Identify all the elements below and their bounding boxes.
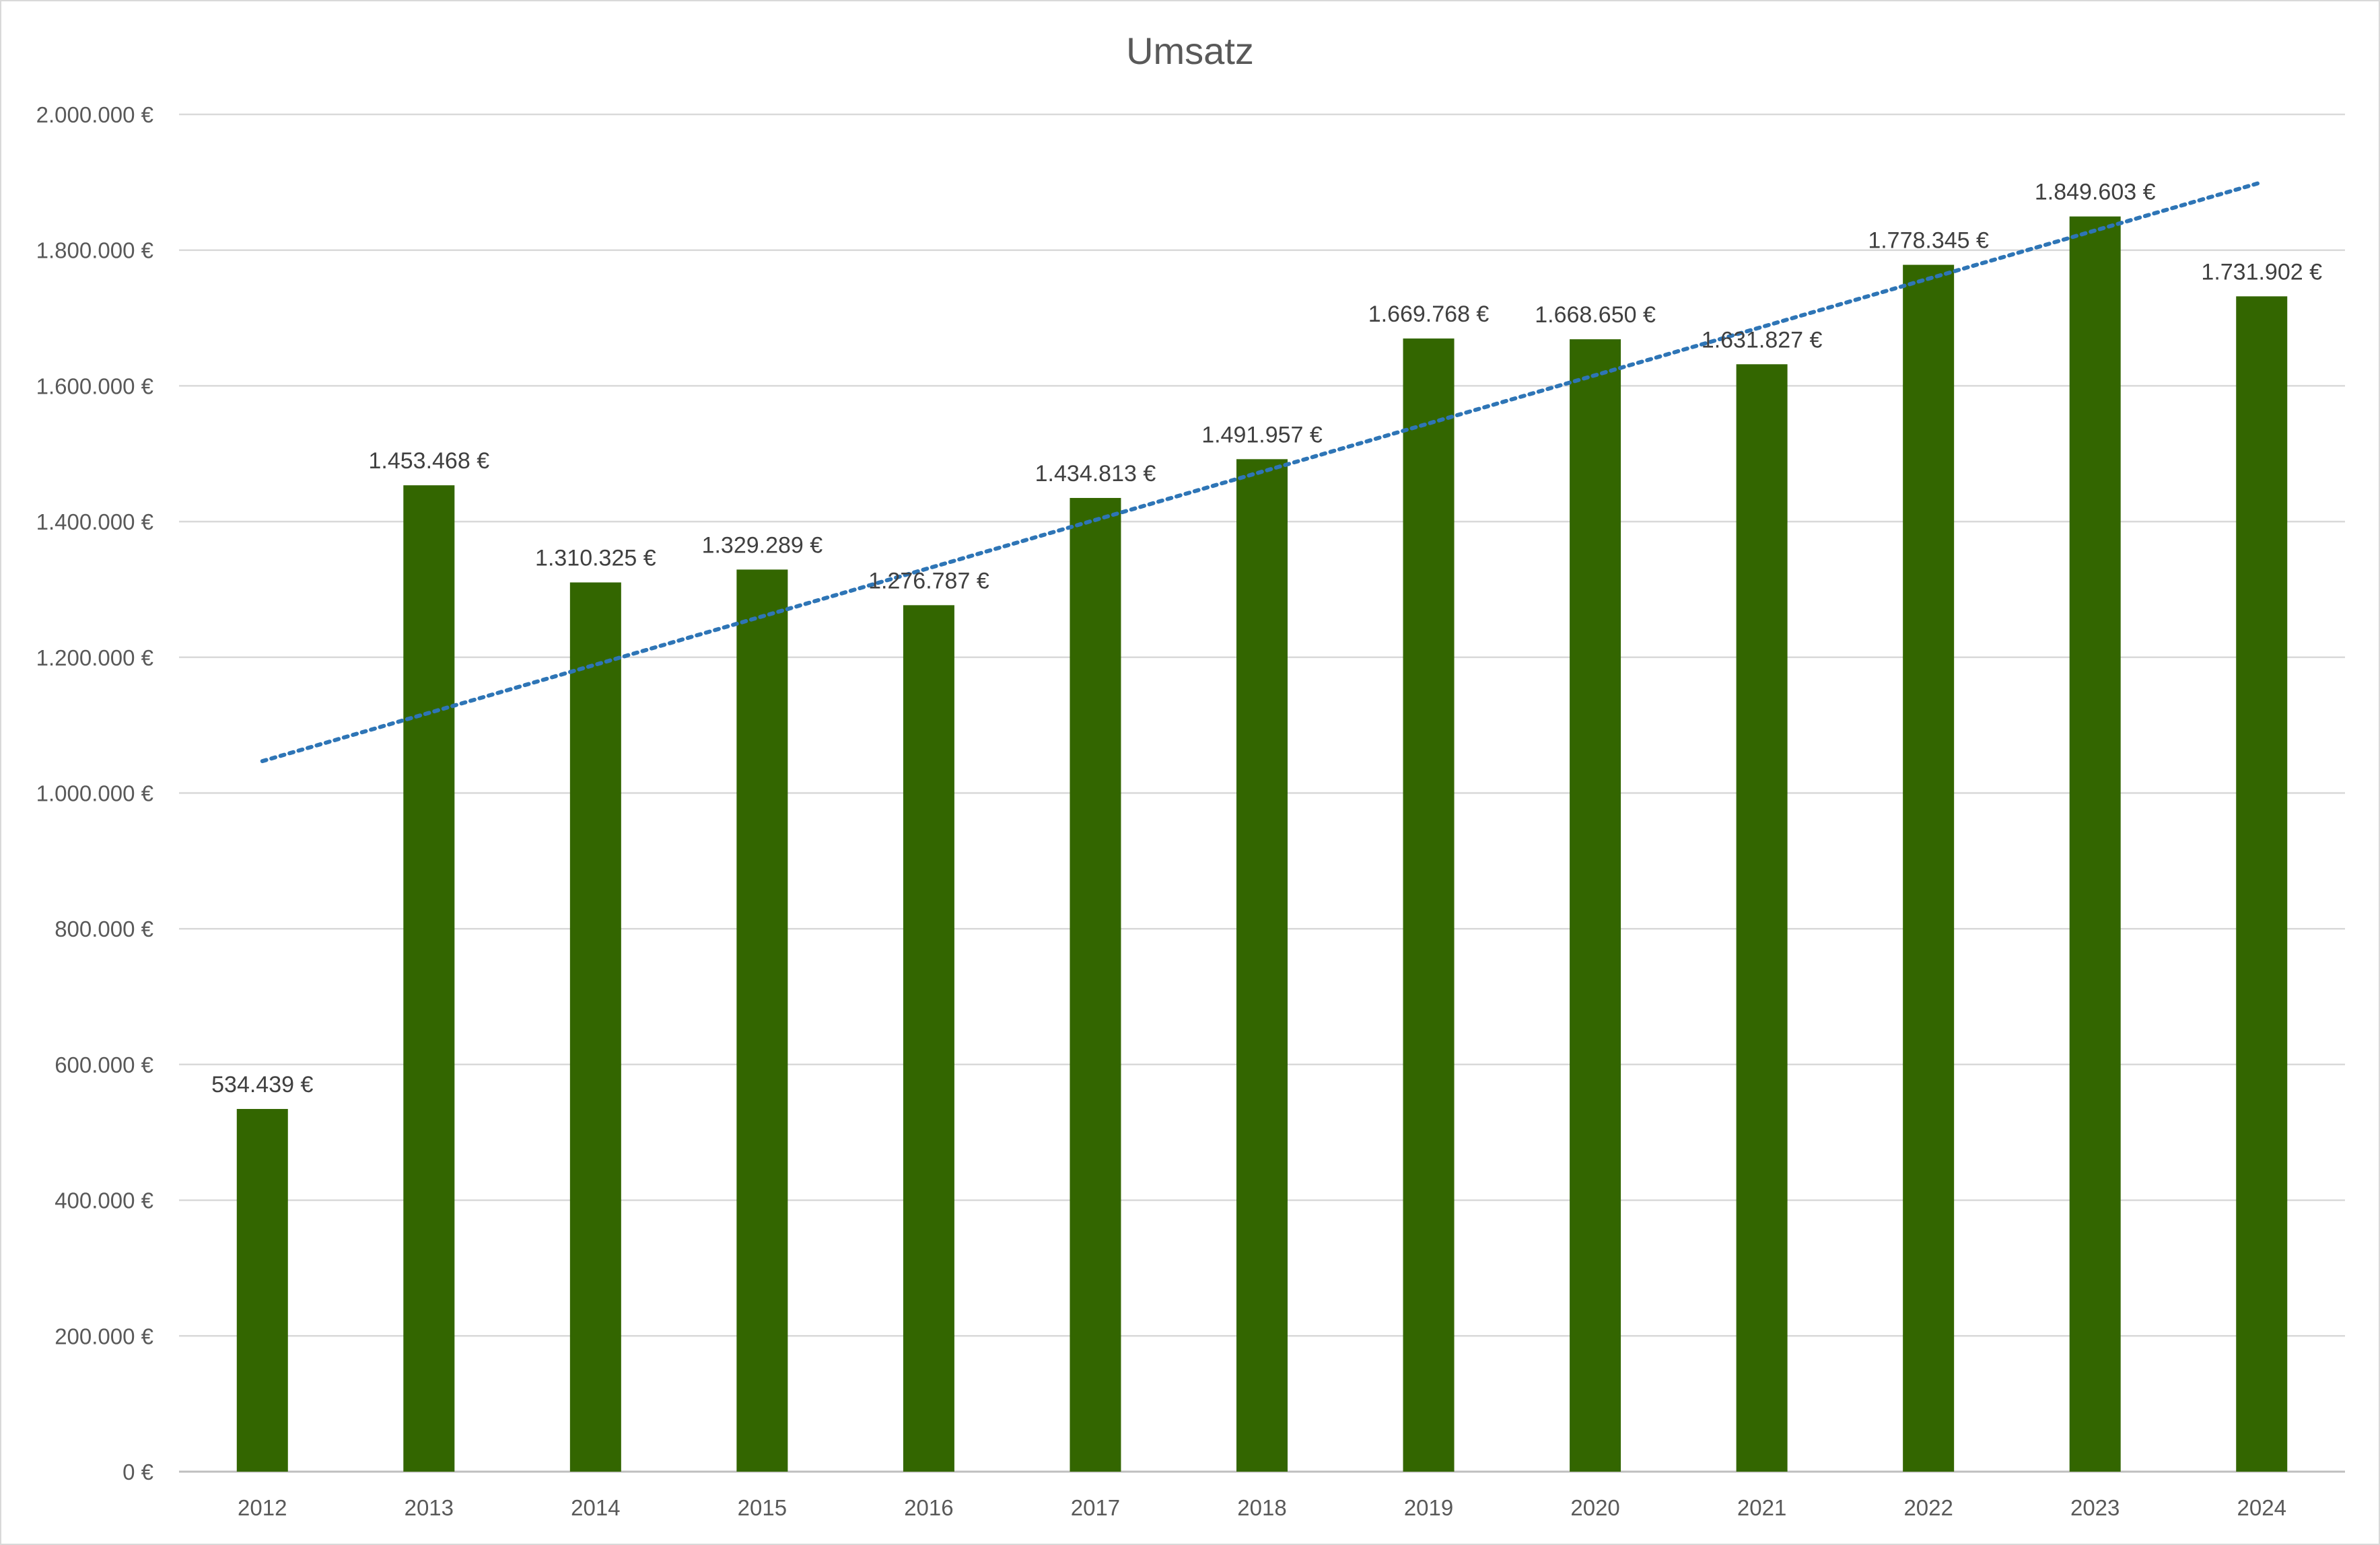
bar-2018 [1236, 459, 1288, 1472]
y-tick-label: 1.800.000 € [36, 238, 153, 263]
y-tick-label: 400.000 € [55, 1188, 153, 1213]
bar-2017 [1070, 497, 1121, 1472]
bar-2019 [1403, 338, 1455, 1472]
x-tick-label: 2015 [738, 1495, 787, 1520]
x-tick-label: 2012 [238, 1495, 287, 1520]
y-tick-label: 800.000 € [55, 917, 153, 941]
y-tick-label: 1.600.000 € [36, 373, 153, 398]
bar-2023 [2069, 216, 2121, 1472]
data-labels: 534.439 € 1.453.468 € 1.310.325 € 1.329.289… [211, 180, 2322, 1098]
bar-2022 [1903, 264, 1955, 1472]
x-tick-label: 2019 [1404, 1495, 1453, 1520]
data-label-2015: 1.329.289 € [702, 532, 823, 558]
data-label-2023: 1.849.603 € [2035, 180, 2156, 205]
data-label-2024: 1.731.902 € [2201, 259, 2322, 285]
bar-2024 [2236, 296, 2288, 1472]
bar-2016 [903, 605, 954, 1472]
x-tick-label: 2017 [1071, 1495, 1120, 1520]
x-tick-label: 2016 [904, 1495, 953, 1520]
data-label-2018: 1.491.957 € [1201, 422, 1323, 447]
data-label-2013: 1.453.468 € [368, 448, 489, 474]
data-label-2021: 1.631.827 € [1702, 327, 1823, 353]
bar-2021 [1736, 364, 1788, 1472]
x-tick-label: 2023 [2070, 1495, 2120, 1520]
gridlines [179, 113, 2345, 1473]
chart-title: Umsatz [1126, 30, 1254, 72]
x-tick-label: 2018 [1237, 1495, 1286, 1520]
x-tick-label: 2024 [2237, 1495, 2286, 1520]
trendline-layer [260, 180, 2264, 764]
y-tick-label: 1.400.000 € [36, 509, 153, 534]
data-label-2017: 1.434.813 € [1035, 461, 1156, 487]
data-label-2016: 1.276.787 € [868, 568, 989, 594]
x-tick-label: 2020 [1570, 1495, 1619, 1520]
bar-2013 [403, 485, 455, 1472]
bar-2015 [736, 569, 788, 1472]
bar-2012 [236, 1109, 288, 1472]
y-tick-label: 600.000 € [55, 1052, 153, 1077]
data-label-2014: 1.310.325 € [535, 546, 656, 571]
bar-2014 [569, 582, 621, 1472]
x-tick-label: 2013 [405, 1495, 454, 1520]
linear-trendline [260, 180, 2264, 764]
x-tick-label: 2014 [571, 1495, 620, 1520]
y-tick-label: 2.000.000 € [36, 102, 153, 127]
y-tick-label: 0 € [123, 1460, 153, 1484]
y-tick-label: 1.200.000 € [36, 645, 153, 670]
x-tick-label: 2022 [1903, 1495, 1953, 1520]
data-label-2022: 1.778.345 € [1868, 228, 1989, 254]
y-tick-label: 200.000 € [55, 1324, 153, 1349]
y-axis-tick-labels: 0 € 200.000 € 400.000 € 600.000 € 800.000 € 1… [36, 102, 153, 1484]
bar-series [236, 216, 2288, 1472]
y-tick-label: 1.000.000 € [36, 781, 153, 806]
x-tick-label: 2021 [1737, 1495, 1786, 1520]
data-label-2020: 1.668.650 € [1535, 302, 1656, 328]
bar-2020 [1570, 339, 1621, 1472]
x-axis-tick-labels: 2012 2013 2014 2015 2016 2017 2018 2019 2020 2021… [238, 1495, 2286, 1520]
data-label-2012: 534.439 € [211, 1072, 313, 1098]
data-label-2019: 1.669.768 € [1368, 301, 1490, 327]
